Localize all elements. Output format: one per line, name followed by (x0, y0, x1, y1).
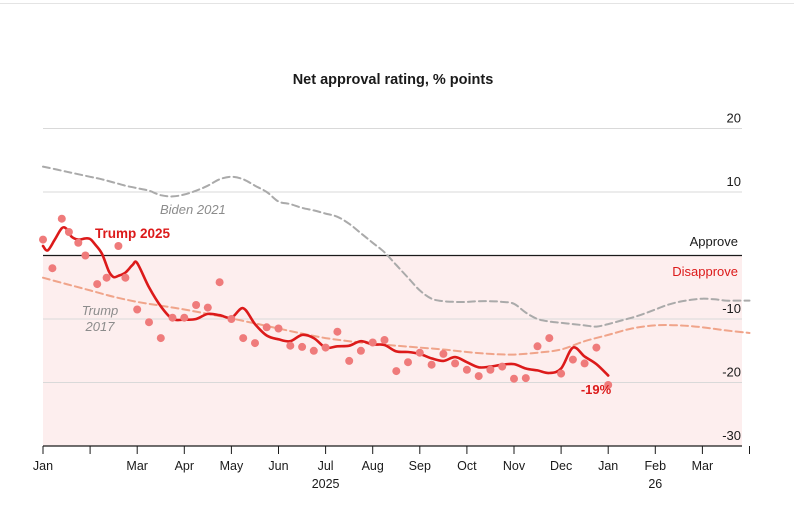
trump-2025-point (439, 349, 448, 358)
trump-2025-point (133, 305, 142, 314)
trump-2025-point (251, 339, 259, 348)
trump-2025-point (156, 334, 165, 343)
y-tick-label: -20 (722, 365, 741, 380)
y-tick-label: 10 (727, 174, 741, 189)
trump-2025-point (498, 362, 507, 371)
trump-2025-point (568, 355, 577, 364)
trump-2025-point (298, 342, 307, 351)
trump-2025-point (533, 342, 542, 351)
trump-2025-point (74, 238, 83, 247)
trump-2025-point (580, 359, 589, 368)
trump-2025-point (345, 356, 354, 365)
x-tick-label: Dec (550, 459, 572, 473)
trump-2025-point (404, 358, 412, 367)
x-tick-label: Mar (692, 459, 714, 473)
trump-2025-point (604, 381, 613, 389)
x-tick-label: Sep (409, 459, 431, 473)
trump-2025-point (57, 214, 66, 223)
trump-2025-point (451, 359, 460, 368)
trump-2025-point (286, 341, 295, 350)
x-tick-label: Jul (318, 459, 334, 473)
trump-2025-point (39, 235, 47, 244)
x-tick-label: May (220, 459, 244, 473)
trump-2025-point (392, 367, 401, 376)
trump-2025-point (168, 313, 177, 322)
chart-title: Net approval rating, % points (293, 72, 494, 88)
trump-2025-point (262, 323, 271, 332)
trump-2025-point (368, 338, 377, 347)
trump-2025-point (121, 273, 130, 282)
trump-2025-point (321, 343, 330, 352)
trump-2025-point (557, 369, 566, 378)
y-tick-label: 20 (727, 111, 741, 126)
trump-2025-point (427, 360, 436, 369)
trump-2025-point (333, 327, 342, 336)
y-tick-label: -10 (722, 301, 741, 316)
trump-2025-point (356, 346, 365, 355)
x-tick-label: Mar (126, 459, 148, 473)
trump-2025-point (203, 303, 212, 312)
trump-2025-point (486, 365, 495, 374)
x-tick-label: Feb (645, 459, 667, 473)
x-tick-label: Aug (362, 459, 384, 473)
trump-2025-point (64, 228, 73, 236)
trump-2025-point (215, 278, 224, 287)
x-tick-label: Jun (268, 459, 288, 473)
x-tick-label: Apr (175, 459, 194, 473)
trump-2025-point (510, 374, 518, 383)
current-value-label: -19% (581, 382, 612, 397)
trump-2025-point (93, 280, 102, 289)
trump-2025-label: Trump 2025 (95, 226, 171, 241)
biden-2021-label: Biden 2021 (160, 202, 226, 217)
y-tick-label: -30 (722, 428, 741, 443)
x-tick-label: Jan (598, 459, 618, 473)
trump-2025-point (102, 273, 111, 282)
trump-2025-point (192, 301, 201, 309)
trump-2025-point (81, 251, 90, 260)
trump-2025-point (48, 264, 57, 273)
trump-2025-point (474, 372, 483, 381)
trump-2025-point (145, 318, 153, 327)
x-tick-label: Nov (503, 459, 526, 473)
trump-2025-point (227, 315, 236, 323)
x-tick-label: Oct (457, 459, 477, 473)
trump-2025-point (521, 374, 530, 383)
disapprove-label: Disapprove (672, 264, 738, 279)
x-tick-year-label: 2025 (312, 477, 340, 491)
top-rule (0, 3, 794, 4)
trump-2025-point (380, 336, 389, 344)
trump-2017-label-line1: Trump (82, 303, 119, 318)
x-tick-label: Jan (33, 459, 53, 473)
trump-2025-point (309, 346, 318, 355)
trump-2025-point (114, 242, 123, 250)
trump-2025-point (462, 365, 471, 374)
approve-label: Approve (690, 234, 738, 249)
trump-2025-point (415, 348, 424, 357)
x-tick-year-label: 26 (648, 477, 662, 491)
trump-2017-label-line2: 2017 (85, 319, 116, 334)
trump-2025-point (274, 324, 283, 333)
trump-2025-point (545, 334, 554, 343)
trump-2025-point (180, 313, 189, 322)
trump-2025-point (592, 343, 601, 352)
trump-2025-point (239, 334, 248, 343)
